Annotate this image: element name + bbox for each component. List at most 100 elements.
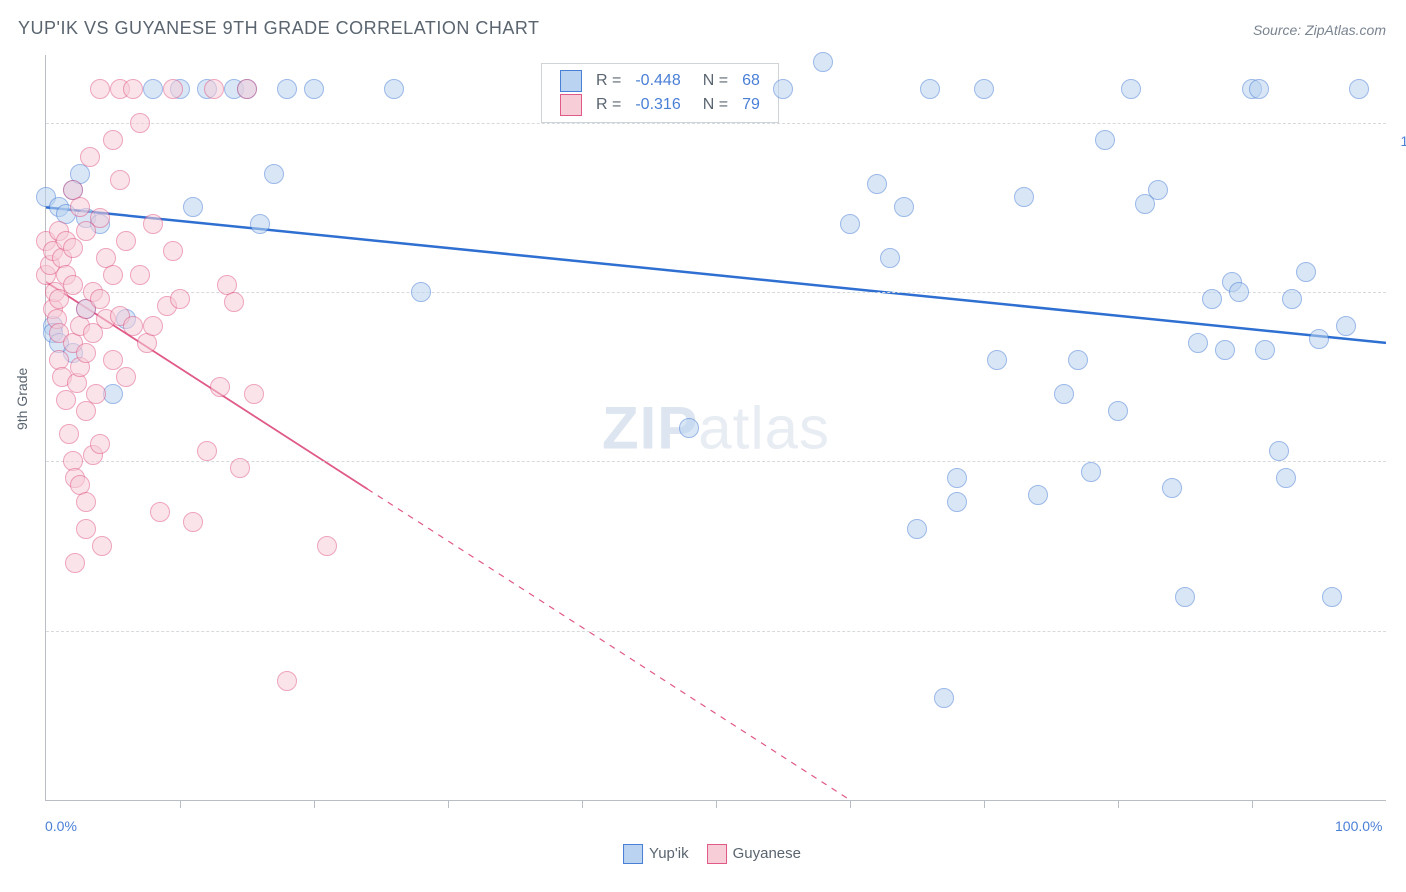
legend-row: R =-0.448N =68 [554,70,766,92]
data-point [224,292,244,312]
data-point [65,553,85,573]
data-point [244,384,264,404]
data-point [56,390,76,410]
data-point [304,79,324,99]
x-tick [448,800,449,808]
data-point [1175,587,1195,607]
x-tick [984,800,985,808]
x-tick [314,800,315,808]
legend-swatch [560,94,582,116]
data-point [1296,262,1316,282]
y-tick-label: 100.0% [1401,133,1406,149]
data-point [130,113,150,133]
data-point [1349,79,1369,99]
data-point [1202,289,1222,309]
data-point [70,197,90,217]
data-point [1068,350,1088,370]
data-point [277,79,297,99]
data-point [143,316,163,336]
gridline [46,123,1386,124]
data-point [813,52,833,72]
x-tick [582,800,583,808]
legend-label: Yup'ik [649,845,689,862]
data-point [143,214,163,234]
data-point [1255,340,1275,360]
data-point [123,79,143,99]
data-point [880,248,900,268]
x-tick [716,800,717,808]
data-point [103,350,123,370]
gridline [46,631,1386,632]
series-legend: Yup'ik Guyanese [605,844,801,864]
gridline [46,292,1386,293]
data-point [1148,180,1168,200]
data-point [1249,79,1269,99]
watermark: ZIPatlas [602,393,830,462]
legend-label: Guyanese [733,845,801,862]
data-point [123,316,143,336]
x-tick [1118,800,1119,808]
data-point [1336,316,1356,336]
data-point [197,441,217,461]
data-point [110,170,130,190]
data-point [947,492,967,512]
data-point [773,79,793,99]
data-point [80,147,100,167]
data-point [183,197,203,217]
data-point [63,275,83,295]
data-point [76,343,96,363]
data-point [130,265,150,285]
data-point [116,367,136,387]
data-point [116,231,136,251]
data-point [103,130,123,150]
data-point [59,424,79,444]
data-point [1322,587,1342,607]
chart-title: YUP'IK VS GUYANESE 9TH GRADE CORRELATION… [18,18,540,39]
legend-swatch [623,844,643,864]
data-point [1276,468,1296,488]
data-point [934,688,954,708]
y-axis-label: 9th Grade [14,368,30,430]
data-point [76,519,96,539]
data-point [894,197,914,217]
x-tick [180,800,181,808]
legend-row: R =-0.316N =79 [554,94,766,116]
data-point [90,434,110,454]
data-point [840,214,860,234]
data-point [1215,340,1235,360]
data-point [1095,130,1115,150]
data-point [76,492,96,512]
data-point [987,350,1007,370]
data-point [103,384,123,404]
x-tick [850,800,851,808]
data-point [90,289,110,309]
data-point [204,79,224,99]
data-point [90,208,110,228]
data-point [411,282,431,302]
data-point [974,79,994,99]
x-tick [1252,800,1253,808]
data-point [277,671,297,691]
data-point [1054,384,1074,404]
data-point [1188,333,1208,353]
data-point [163,241,183,261]
data-point [947,468,967,488]
data-point [1028,485,1048,505]
trend-lines [46,55,1386,800]
data-point [1014,187,1034,207]
correlation-legend: R =-0.448N =68R =-0.316N =79 [541,63,779,123]
data-point [250,214,270,234]
data-point [92,536,112,556]
data-point [867,174,887,194]
data-point [264,164,284,184]
data-point [1269,441,1289,461]
legend-swatch [707,844,727,864]
plot-area: ZIPatlas R =-0.448N =68R =-0.316N =79 85… [45,55,1386,801]
x-tick-label: 0.0% [45,818,77,834]
data-point [1229,282,1249,302]
data-point [1309,329,1329,349]
data-point [150,502,170,522]
data-point [920,79,940,99]
data-point [183,512,203,532]
data-point [384,79,404,99]
